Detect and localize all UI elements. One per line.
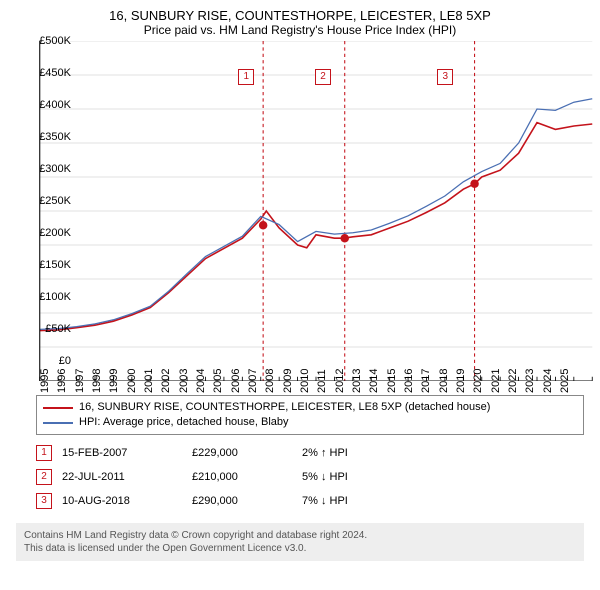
x-tick-label: 2017: [420, 369, 432, 393]
x-tick-label: 2025: [559, 369, 571, 393]
event-number-box: 2: [315, 69, 331, 85]
title-block: 16, SUNBURY RISE, COUNTESTHORPE, LEICEST…: [0, 0, 600, 41]
line-chart: [36, 41, 596, 381]
x-tick-label: 2009: [282, 369, 294, 393]
event-number-box: 1: [238, 69, 254, 85]
legend-swatch: [43, 422, 73, 424]
x-tick-label: 2000: [126, 369, 138, 393]
x-tick-label: 2019: [455, 369, 467, 393]
x-tick-label: 2015: [386, 369, 398, 393]
x-tick-label: 2002: [160, 369, 172, 393]
x-tick-label: 2022: [507, 369, 519, 393]
x-tick-label: 2010: [299, 369, 311, 393]
legend: 16, SUNBURY RISE, COUNTESTHORPE, LEICEST…: [36, 395, 584, 435]
x-tick-label: 2001: [143, 369, 155, 393]
attribution-footer: Contains HM Land Registry data © Crown c…: [16, 523, 584, 561]
event-date: 15-FEB-2007: [62, 447, 182, 459]
event-date: 10-AUG-2018: [62, 495, 182, 507]
x-tick-label: 2021: [490, 369, 502, 393]
event-delta: 5% ↓ HPI: [302, 471, 382, 483]
chart-subtitle: Price paid vs. HM Land Registry's House …: [10, 23, 590, 37]
event-price: £290,000: [192, 495, 292, 507]
y-tick-label: £450K: [39, 67, 71, 79]
x-tick-label: 1995: [39, 369, 51, 393]
x-tick-label: 1997: [74, 369, 86, 393]
event-price: £210,000: [192, 471, 292, 483]
event-table: 1 15-FEB-2007 £229,000 2% ↑ HPI 2 22-JUL…: [36, 441, 584, 513]
y-tick-label: £400K: [39, 99, 71, 111]
x-tick-label: 2004: [195, 369, 207, 393]
x-tick-label: 1996: [56, 369, 68, 393]
x-tick-label: 2023: [524, 369, 536, 393]
y-tick-label: £100K: [39, 291, 71, 303]
event-delta: 2% ↑ HPI: [302, 447, 382, 459]
event-row: 1 15-FEB-2007 £229,000 2% ↑ HPI: [36, 441, 584, 465]
x-tick-label: 2016: [403, 369, 415, 393]
x-tick-label: 2024: [542, 369, 554, 393]
event-date: 22-JUL-2011: [62, 471, 182, 483]
y-tick-label: £200K: [39, 227, 71, 239]
y-tick-label: £300K: [39, 163, 71, 175]
x-tick-label: 2011: [316, 369, 328, 393]
chart-area: £0 £50K £100K £150K £200K £250K £300K £350K £400…: [36, 41, 596, 381]
legend-item: 16, SUNBURY RISE, COUNTESTHORPE, LEICEST…: [43, 400, 577, 415]
event-number-box: 1: [36, 445, 52, 461]
x-tick-label: 2003: [178, 369, 190, 393]
event-price: £229,000: [192, 447, 292, 459]
x-tick-label: 2012: [334, 369, 346, 393]
y-tick-label: £350K: [39, 131, 71, 143]
x-tick-label: 1998: [91, 369, 103, 393]
legend-item: HPI: Average price, detached house, Blab…: [43, 415, 577, 430]
x-tick-label: 2008: [264, 369, 276, 393]
event-delta: 7% ↓ HPI: [302, 495, 382, 507]
y-tick-label: £150K: [39, 259, 71, 271]
x-tick-label: 2020: [472, 369, 484, 393]
y-tick-label: £0: [59, 355, 71, 367]
event-row: 2 22-JUL-2011 £210,000 5% ↓ HPI: [36, 465, 584, 489]
x-tick-label: 2013: [351, 369, 363, 393]
footer-line: This data is licensed under the Open Gov…: [24, 542, 576, 555]
x-tick-label: 1999: [108, 369, 120, 393]
legend-swatch: [43, 407, 73, 409]
legend-label: 16, SUNBURY RISE, COUNTESTHORPE, LEICEST…: [79, 400, 490, 415]
event-number-box: 2: [36, 469, 52, 485]
event-number-box: 3: [36, 493, 52, 509]
y-tick-label: £500K: [39, 35, 71, 47]
chart-title: 16, SUNBURY RISE, COUNTESTHORPE, LEICEST…: [10, 8, 590, 23]
event-row: 3 10-AUG-2018 £290,000 7% ↓ HPI: [36, 489, 584, 513]
x-tick-label: 2018: [438, 369, 450, 393]
x-tick-label: 2005: [212, 369, 224, 393]
event-number-box: 3: [437, 69, 453, 85]
legend-label: HPI: Average price, detached house, Blab…: [79, 415, 289, 430]
y-tick-label: £250K: [39, 195, 71, 207]
footer-line: Contains HM Land Registry data © Crown c…: [24, 529, 576, 542]
y-tick-label: £50K: [45, 323, 71, 335]
x-tick-label: 2014: [368, 369, 380, 393]
x-tick-label: 2007: [247, 369, 259, 393]
x-tick-label: 2006: [230, 369, 242, 393]
